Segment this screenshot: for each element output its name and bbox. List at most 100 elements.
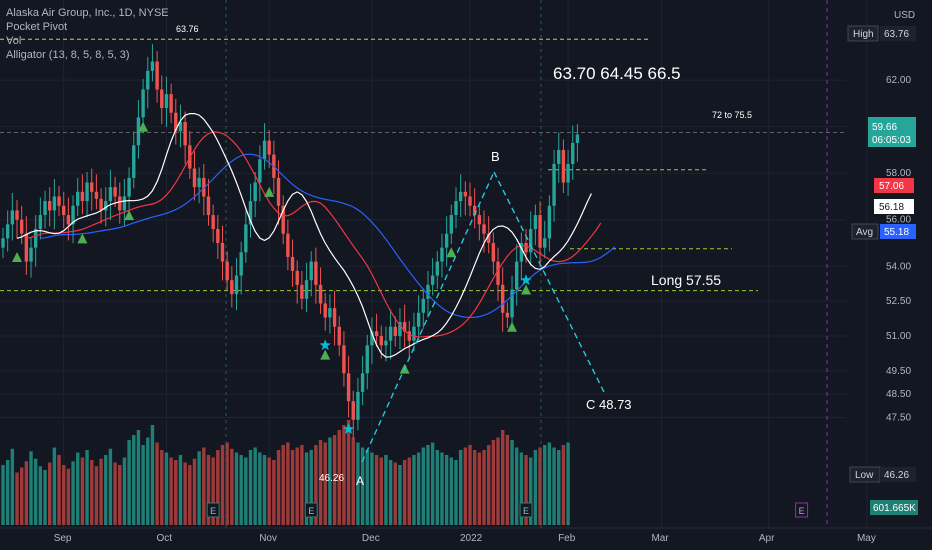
volume-bar <box>38 466 43 525</box>
volume-bar <box>286 442 290 525</box>
volume-bar <box>160 450 164 525</box>
volume-bar <box>43 470 47 525</box>
svg-text:Low: Low <box>855 470 874 481</box>
volume-bar <box>206 455 211 525</box>
candle-body <box>85 182 89 202</box>
volume-bar <box>314 445 318 525</box>
volume-bar <box>225 442 229 525</box>
pattern-leg-1 <box>493 171 605 393</box>
candle-body <box>365 345 369 374</box>
volume-bar <box>300 445 304 525</box>
candle-body <box>538 215 542 248</box>
candle-body <box>150 61 155 71</box>
candle-body <box>430 275 435 285</box>
pocket-pivot-triangle <box>264 186 275 197</box>
candle-body <box>314 261 318 285</box>
candle-body <box>491 242 496 262</box>
y-tick-label: 56.00 <box>886 215 911 226</box>
candle-body <box>515 261 519 290</box>
svg-text:59.66: 59.66 <box>872 122 897 133</box>
candles <box>1 44 580 439</box>
candle-body <box>48 201 52 211</box>
earnings-marker <box>519 502 533 518</box>
volume-bar <box>146 437 150 525</box>
candle-body <box>211 215 215 230</box>
candle-body <box>286 233 290 257</box>
volume-bar <box>197 451 201 525</box>
volume-bar <box>430 442 435 525</box>
x-tick-label: May <box>857 533 876 544</box>
annotation-high-mark: 63.76 <box>176 24 199 34</box>
candle-body <box>62 205 66 216</box>
x-tick-label: Dec <box>362 533 380 544</box>
volume-bar <box>216 450 220 525</box>
candle-body <box>104 201 108 211</box>
volume-bar <box>482 450 486 525</box>
volume-bar <box>472 450 477 525</box>
candle-body <box>108 187 113 202</box>
volume-bar <box>150 425 155 525</box>
volume-bar <box>122 457 127 525</box>
volume-bar <box>496 437 500 525</box>
symbol-header[interactable]: Alaska Air Group, Inc., 1D, NYSE <box>6 7 169 19</box>
volume-bar <box>388 460 393 525</box>
volume-bar <box>524 455 528 525</box>
y-tick-label: 48.50 <box>886 389 911 400</box>
time-axis[interactable]: Sep Oct Nov Dec 2022 Feb Mar Apr May <box>0 527 932 544</box>
candle-body <box>519 242 524 262</box>
candle-body <box>370 331 374 346</box>
volume-bar <box>202 447 206 525</box>
candle-body <box>94 191 99 199</box>
volume-bar <box>19 467 24 525</box>
volume-bar <box>136 430 141 525</box>
candle-body <box>146 70 150 90</box>
lips-tag: 57.06 <box>874 178 914 193</box>
volume-bar <box>393 462 397 525</box>
alligator-lips <box>16 112 592 358</box>
candle-body <box>426 284 430 299</box>
volume-bar <box>557 450 561 525</box>
volume-bar <box>62 465 66 525</box>
svg-text:63.76: 63.76 <box>884 29 909 40</box>
candle-body <box>38 215 43 230</box>
y-tick-label: 54.00 <box>886 261 911 272</box>
volume-bar <box>416 452 421 525</box>
volume-bar <box>412 455 416 525</box>
currency-label: USD <box>894 10 915 21</box>
earnings-marker <box>206 502 220 518</box>
volume-bar <box>398 465 402 525</box>
pocket-pivot-triangle <box>124 210 135 221</box>
candle-body <box>43 201 47 216</box>
avg-tag: Avg 55.18 <box>851 223 916 240</box>
volume-bar <box>276 450 281 525</box>
candle-body <box>33 229 38 248</box>
volume-bar <box>1 465 5 525</box>
candle-body <box>407 331 411 341</box>
volume-bar <box>454 460 458 525</box>
volume-bar <box>379 457 383 525</box>
volume-bar <box>48 462 52 525</box>
volume-bar <box>80 457 85 525</box>
candle-body <box>197 177 201 188</box>
candle-body <box>239 252 243 276</box>
volume-bar <box>337 430 341 525</box>
volume-bar <box>561 445 566 525</box>
candle-body <box>463 191 468 197</box>
candle-body <box>169 94 173 113</box>
candle-body <box>52 196 57 211</box>
candle-body <box>566 163 570 183</box>
volume-bar <box>533 450 538 525</box>
volume-bar <box>71 461 75 525</box>
candle-body <box>174 112 178 132</box>
volume-bar <box>342 425 346 525</box>
candle-body <box>248 201 253 225</box>
legend-pocket-pivot[interactable]: Pocket Pivot <box>6 21 68 33</box>
legend-volume[interactable]: Vol <box>6 35 22 47</box>
candle-body <box>318 284 323 304</box>
candle-body <box>346 373 351 402</box>
pocket-pivot-triangle <box>446 247 457 258</box>
legend-alligator[interactable]: Alligator (13, 8, 5, 8, 5, 3) <box>6 49 130 61</box>
earnings-marker-label: E <box>523 506 529 516</box>
candle-body <box>76 191 80 206</box>
